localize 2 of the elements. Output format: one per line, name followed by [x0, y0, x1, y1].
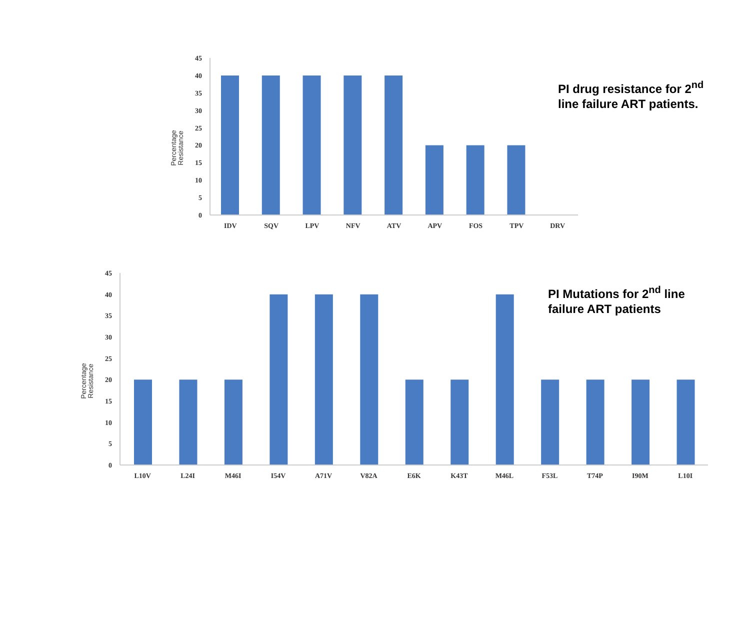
text: PI Mutations for 2$^{nd}$ line failure ART patients	[548, 284, 686, 317]
text: PI drug resistance for 2$^{nd}$ line failure ART patients.	[558, 79, 705, 112]
